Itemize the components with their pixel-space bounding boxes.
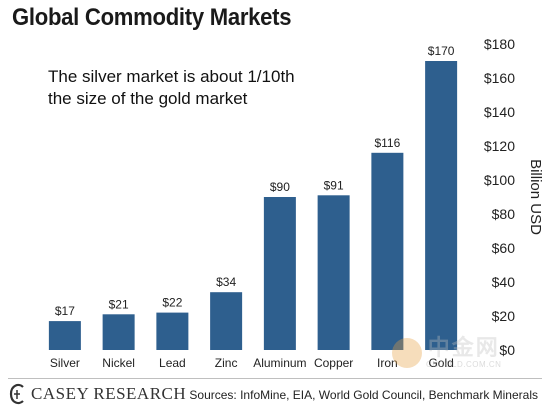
y-tick-label: $80 [492,206,516,222]
data-label: $91 [324,178,344,192]
casey-research-logo: CASEY RESEARCH [8,383,186,405]
data-label: $34 [216,275,236,289]
x-tick-label: Nickel [102,356,135,370]
x-tick-label: Lead [159,356,186,370]
y-tick-label: $120 [484,138,515,154]
bar-copper [317,195,350,350]
y-tick-label: $60 [492,240,516,256]
y-tick-label: $20 [492,308,516,324]
y-tick-label: $100 [484,172,515,188]
y-tick-label: $40 [492,274,516,290]
y-axis-label: Billion USD [527,159,544,235]
y-tick-label: $140 [484,104,515,120]
chart-title: Global Commodity Markets [12,4,292,31]
bar-lead [156,312,189,350]
y-tick-label: $180 [484,36,515,52]
data-label: $170 [428,44,455,58]
chart-annotation: The silver market is about 1/10th the si… [48,66,308,110]
casey-research-logo-icon [9,383,24,405]
bar-silver [48,321,81,350]
data-label: $21 [109,297,129,311]
annotation-line-1: The silver market is about 1/10th [48,67,295,86]
data-label: $90 [270,180,290,194]
sources-note: Sources: InfoMine, EIA, World Gold Counc… [189,388,538,402]
bar-iron [371,152,404,350]
bar-gold [425,61,458,350]
data-label: $17 [55,304,75,318]
x-tick-label: Iron [377,356,398,370]
footer-divider [8,378,542,379]
x-tick-label: Zinc [215,356,238,370]
bar-nickel [102,314,135,350]
y-tick-label: $160 [484,70,515,86]
x-tick-label: Copper [314,356,353,370]
annotation-line-2: the size of the gold market [48,89,248,108]
bar-chart: $17 $21 $22 $34 $90 $91 $116 $170 Silver Nickel L… [48,36,544,370]
x-tick-label: Aluminum [253,356,306,370]
data-label: $116 [374,136,400,150]
data-label: $22 [162,296,182,310]
x-tick-label: Silver [50,356,80,370]
x-tick-label: Gold [428,356,453,370]
logo-text: CASEY RESEARCH [31,384,187,403]
bar-zinc [210,292,243,350]
bar-aluminum [263,197,296,350]
y-tick-label: $0 [499,342,515,358]
